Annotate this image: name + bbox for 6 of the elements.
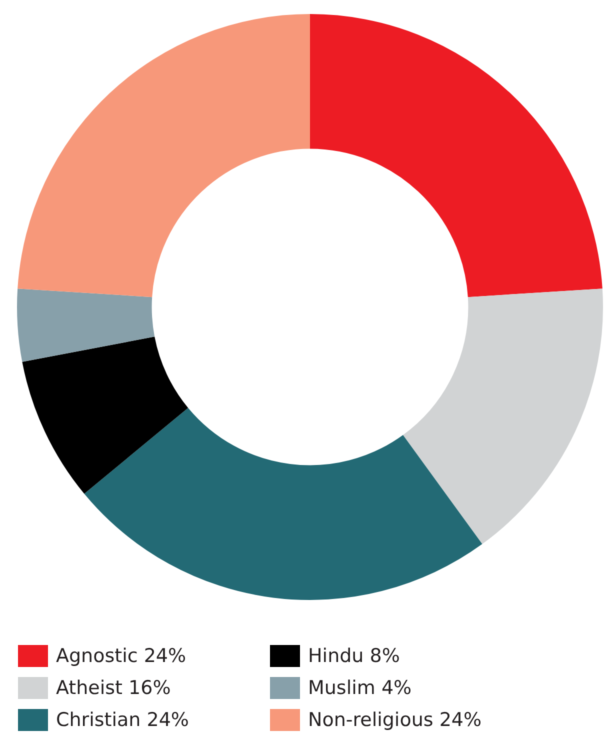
legend-label: Christian 24%	[56, 709, 189, 731]
legend-label: Agnostic 24%	[56, 645, 186, 667]
legend-label: Non-religious 24%	[308, 709, 482, 731]
legend-label: Atheist 16%	[56, 677, 171, 699]
legend-label: Muslim 4%	[308, 677, 412, 699]
legend-label: Hindu 8%	[308, 645, 400, 667]
